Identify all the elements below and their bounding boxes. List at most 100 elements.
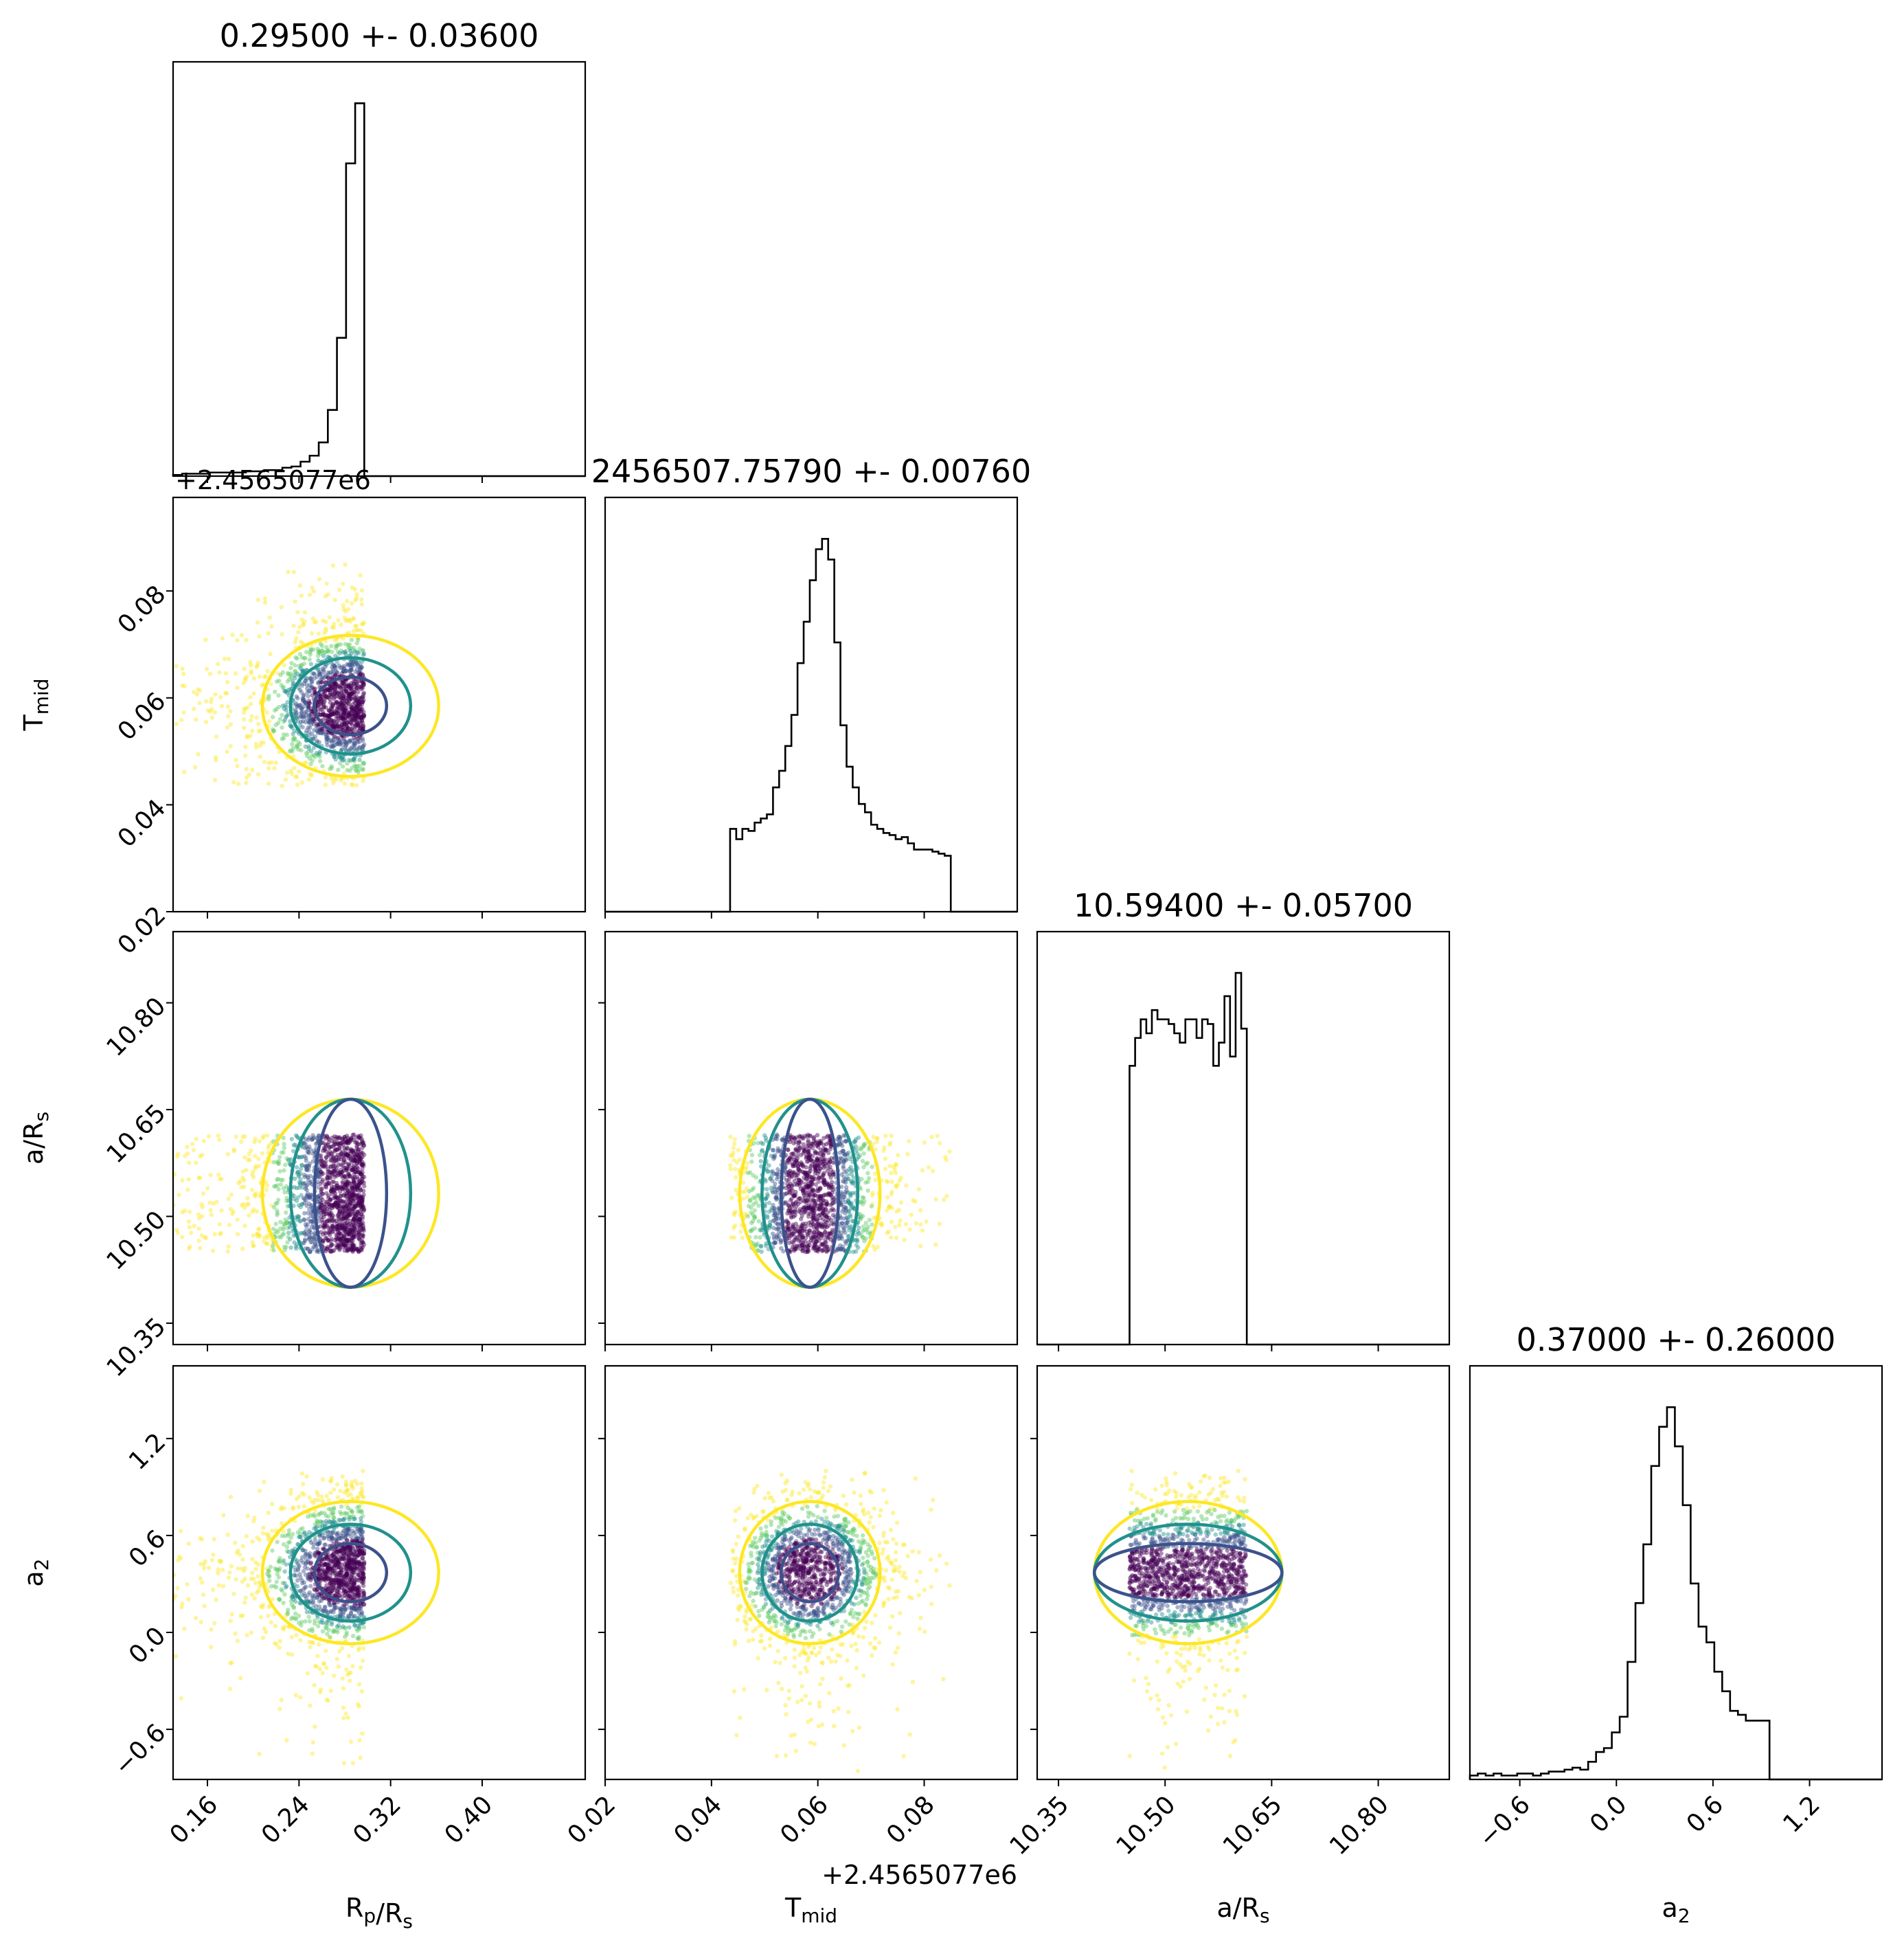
sample-point [341, 721, 346, 726]
sample-point [251, 676, 256, 681]
sample-point [304, 712, 308, 717]
sample-point [830, 1184, 835, 1189]
sample-point [308, 652, 313, 657]
sample-point [233, 1631, 238, 1636]
sample-point [311, 1500, 316, 1505]
sample-point [321, 1165, 326, 1169]
sample-point [346, 694, 351, 699]
sample-point [335, 1202, 341, 1208]
sample-point [862, 1239, 867, 1244]
sample-point [342, 1243, 347, 1248]
sample-point [244, 1533, 249, 1539]
sample-point [344, 713, 349, 718]
sample-point [337, 740, 343, 745]
sample-point [354, 1230, 359, 1235]
sample-point [296, 1215, 301, 1220]
sample-point [341, 695, 345, 700]
sample-point [865, 1171, 870, 1176]
sample-point [342, 1204, 347, 1210]
sample-point [310, 1137, 315, 1142]
sample-point [354, 1213, 359, 1218]
sample-point [765, 1169, 770, 1174]
sample-point [331, 780, 336, 786]
sample-point [293, 675, 297, 681]
sample-point [344, 1183, 349, 1188]
scatter-panel-rp-ars [166, 930, 587, 1351]
sample-point [352, 763, 357, 768]
sample-point [223, 671, 229, 676]
sample-point [269, 624, 274, 629]
sample-point [776, 1148, 781, 1153]
sample-point [355, 1153, 360, 1158]
sample-point [240, 1134, 245, 1140]
sample-point [293, 1611, 298, 1616]
sample-point [319, 1217, 324, 1222]
sample-point [354, 1219, 359, 1224]
sample-point [351, 705, 356, 710]
sample-point [298, 706, 304, 711]
sample-point [345, 720, 350, 726]
sample-point [844, 1223, 849, 1228]
sample-point [909, 1213, 914, 1217]
sample-point [187, 1160, 192, 1165]
sample-point [355, 1217, 361, 1222]
sample-point [308, 772, 313, 777]
sample-point [327, 1137, 332, 1142]
sample-point [282, 1231, 286, 1237]
sample-point [350, 585, 354, 590]
sample-point [310, 1628, 315, 1634]
sample-point [345, 690, 350, 695]
sample-point [241, 717, 247, 722]
sample-point [346, 607, 351, 611]
sample-point [754, 1243, 759, 1248]
sample-point [851, 1180, 856, 1185]
sample-point [352, 679, 358, 684]
sample-point [349, 1147, 354, 1151]
sample-point [356, 729, 361, 734]
sample-point [856, 1135, 861, 1140]
sample-point [334, 1186, 339, 1191]
sample-point [310, 1751, 315, 1756]
sample-point [340, 1149, 345, 1154]
sample-point [328, 1176, 333, 1180]
sample-point [349, 646, 354, 651]
sample-point [321, 631, 327, 636]
sample-point [352, 758, 357, 763]
sample-point [344, 1167, 349, 1173]
sample-point [340, 727, 345, 732]
sample-point [298, 1182, 303, 1187]
sample-point [345, 684, 350, 688]
sample-point [335, 776, 339, 782]
sample-point [350, 662, 355, 666]
sample-point [297, 769, 302, 774]
sample-point [330, 1229, 335, 1235]
sample-point [362, 1207, 367, 1212]
sample-point [339, 1140, 343, 1145]
sample-point [346, 1162, 351, 1167]
sample-point [297, 1214, 302, 1219]
sample-point [355, 1209, 360, 1215]
sample-point [303, 1141, 308, 1147]
sample-point [328, 1197, 332, 1202]
sample-point [185, 1145, 190, 1149]
sample-point [871, 1134, 876, 1140]
sample-point [352, 1235, 357, 1239]
sample-point [281, 719, 286, 724]
sample-point [352, 1205, 357, 1210]
sample-point [295, 1195, 300, 1200]
sample-point [317, 706, 323, 711]
sample-point [303, 700, 308, 705]
sample-point [328, 1164, 334, 1169]
sample-point [212, 1232, 217, 1237]
sample-point [313, 754, 317, 759]
sample-point [332, 725, 337, 730]
sample-point [297, 1155, 302, 1160]
sample-point [335, 737, 340, 741]
sample-point [778, 1149, 783, 1154]
sample-point [268, 651, 273, 657]
sample-point [343, 649, 348, 654]
sample-point [287, 749, 293, 754]
sample-point [354, 1143, 359, 1149]
sample-point [918, 1208, 923, 1213]
sample-point [293, 1142, 297, 1147]
